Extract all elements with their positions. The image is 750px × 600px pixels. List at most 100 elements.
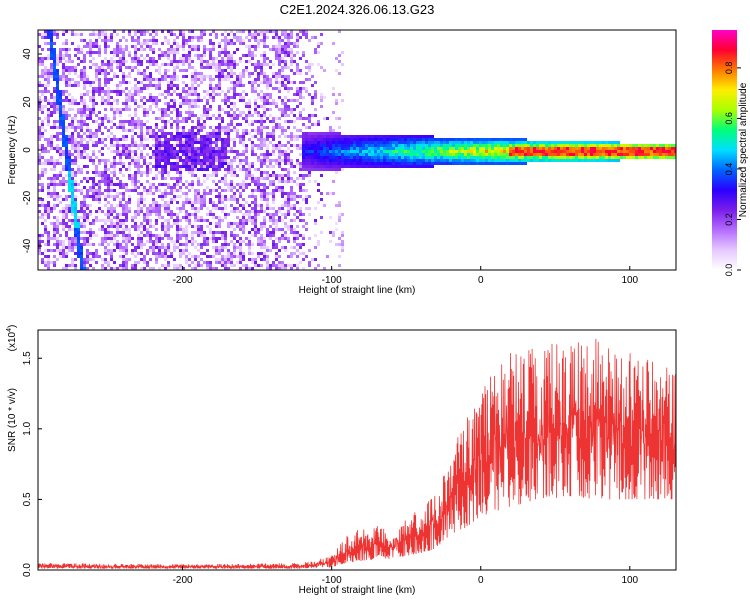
- heatmap-cell: [98, 126, 101, 129]
- heatmap-cell: [227, 99, 230, 102]
- heatmap-cell: [374, 138, 377, 141]
- heatmap-cell: [188, 150, 191, 153]
- heatmap-cell: [149, 246, 152, 249]
- heatmap-cell: [125, 135, 128, 138]
- heatmap-cell: [131, 45, 134, 48]
- heatmap-cell: [203, 165, 206, 168]
- heatmap-cell: [230, 69, 233, 72]
- heatmap-cell: [62, 243, 65, 246]
- heatmap-cell: [257, 213, 260, 216]
- heatmap-cell: [473, 144, 476, 147]
- heatmap-cell: [74, 222, 77, 225]
- heatmap-cell: [164, 159, 167, 162]
- heatmap-cell: [68, 207, 71, 210]
- heatmap-cell: [77, 183, 80, 186]
- heatmap-cell: [443, 147, 446, 150]
- heatmap-cell: [92, 96, 95, 99]
- heatmap-cell: [158, 267, 161, 270]
- heatmap-cell: [212, 171, 215, 174]
- heatmap-cell: [176, 42, 179, 45]
- heatmap-cell: [185, 84, 188, 87]
- heatmap-cell: [86, 261, 89, 264]
- heatmap-cell: [254, 228, 257, 231]
- heatmap-cell: [500, 147, 503, 150]
- heatmap-cell: [125, 207, 128, 210]
- heatmap-cell: [314, 114, 317, 117]
- heatmap-cell: [470, 156, 473, 159]
- heatmap-cell: [404, 162, 407, 165]
- heatmap-cell: [263, 189, 266, 192]
- heatmap-cell: [311, 102, 314, 105]
- heatmap-cell: [236, 114, 239, 117]
- heatmap-cell: [263, 30, 266, 33]
- heatmap-cell: [209, 141, 212, 144]
- heatmap-cell: [41, 75, 44, 78]
- heatmap-cell: [62, 123, 65, 126]
- heatmap-cell: [65, 150, 68, 153]
- heatmap-cell: [53, 72, 56, 75]
- heatmap-cell: [434, 156, 437, 159]
- heatmap-cell: [80, 96, 83, 99]
- heatmap-cell: [95, 219, 98, 222]
- heatmap-cell: [473, 150, 476, 153]
- heatmap-cell: [191, 267, 194, 270]
- heatmap-cell: [272, 201, 275, 204]
- heatmap-cell: [212, 135, 215, 138]
- heatmap-cell: [50, 249, 53, 252]
- heatmap-cell: [92, 87, 95, 90]
- heatmap-cell: [278, 189, 281, 192]
- heatmap-cell: [146, 120, 149, 123]
- heatmap-cell: [110, 234, 113, 237]
- heatmap-cell: [167, 162, 170, 165]
- heatmap-cell: [347, 156, 350, 159]
- heatmap-cell: [425, 153, 428, 156]
- heatmap-cell: [263, 78, 266, 81]
- heatmap-cell: [203, 198, 206, 201]
- heatmap-cell: [41, 171, 44, 174]
- heatmap-cell: [53, 195, 56, 198]
- heatmap-cell: [278, 255, 281, 258]
- heatmap-cell: [140, 120, 143, 123]
- heatmap-cell: [155, 240, 158, 243]
- heatmap-cell: [491, 162, 494, 165]
- heatmap-cell: [71, 243, 74, 246]
- heatmap-cell: [452, 156, 455, 159]
- heatmap-cell: [80, 231, 83, 234]
- heatmap-cell: [197, 219, 200, 222]
- heatmap-cell: [341, 213, 344, 216]
- heatmap-cell: [179, 189, 182, 192]
- heatmap-cell: [215, 207, 218, 210]
- heatmap-cell: [419, 156, 422, 159]
- heatmap-cell: [95, 39, 98, 42]
- heatmap-cell: [104, 249, 107, 252]
- heatmap-cell: [185, 138, 188, 141]
- heatmap-cell: [179, 234, 182, 237]
- heatmap-cell: [326, 162, 329, 165]
- heatmap-cell: [191, 165, 194, 168]
- heatmap-cell: [104, 183, 107, 186]
- heatmap-cell: [77, 135, 80, 138]
- heatmap-cell: [200, 138, 203, 141]
- heatmap-cell: [155, 102, 158, 105]
- heatmap-cell: [257, 180, 260, 183]
- heatmap-cell: [329, 159, 332, 162]
- heatmap-cell: [77, 228, 80, 231]
- heatmap-cell: [116, 228, 119, 231]
- heatmap-cell: [125, 186, 128, 189]
- heatmap-cell: [86, 156, 89, 159]
- heatmap-cell: [152, 57, 155, 60]
- heatmap-cell: [50, 207, 53, 210]
- heatmap-cell: [44, 57, 47, 60]
- heatmap-cell: [110, 255, 113, 258]
- heatmap-cell: [161, 30, 164, 33]
- heatmap-cell: [236, 240, 239, 243]
- heatmap-cell: [86, 42, 89, 45]
- heatmap-cell: [80, 138, 83, 141]
- heatmap-cell: [320, 99, 323, 102]
- heatmap-cell: [104, 36, 107, 39]
- heatmap-cell: [272, 219, 275, 222]
- heatmap-cell: [164, 183, 167, 186]
- heatmap-cell: [458, 138, 461, 141]
- heatmap-cell: [125, 45, 128, 48]
- heatmap-cell: [275, 225, 278, 228]
